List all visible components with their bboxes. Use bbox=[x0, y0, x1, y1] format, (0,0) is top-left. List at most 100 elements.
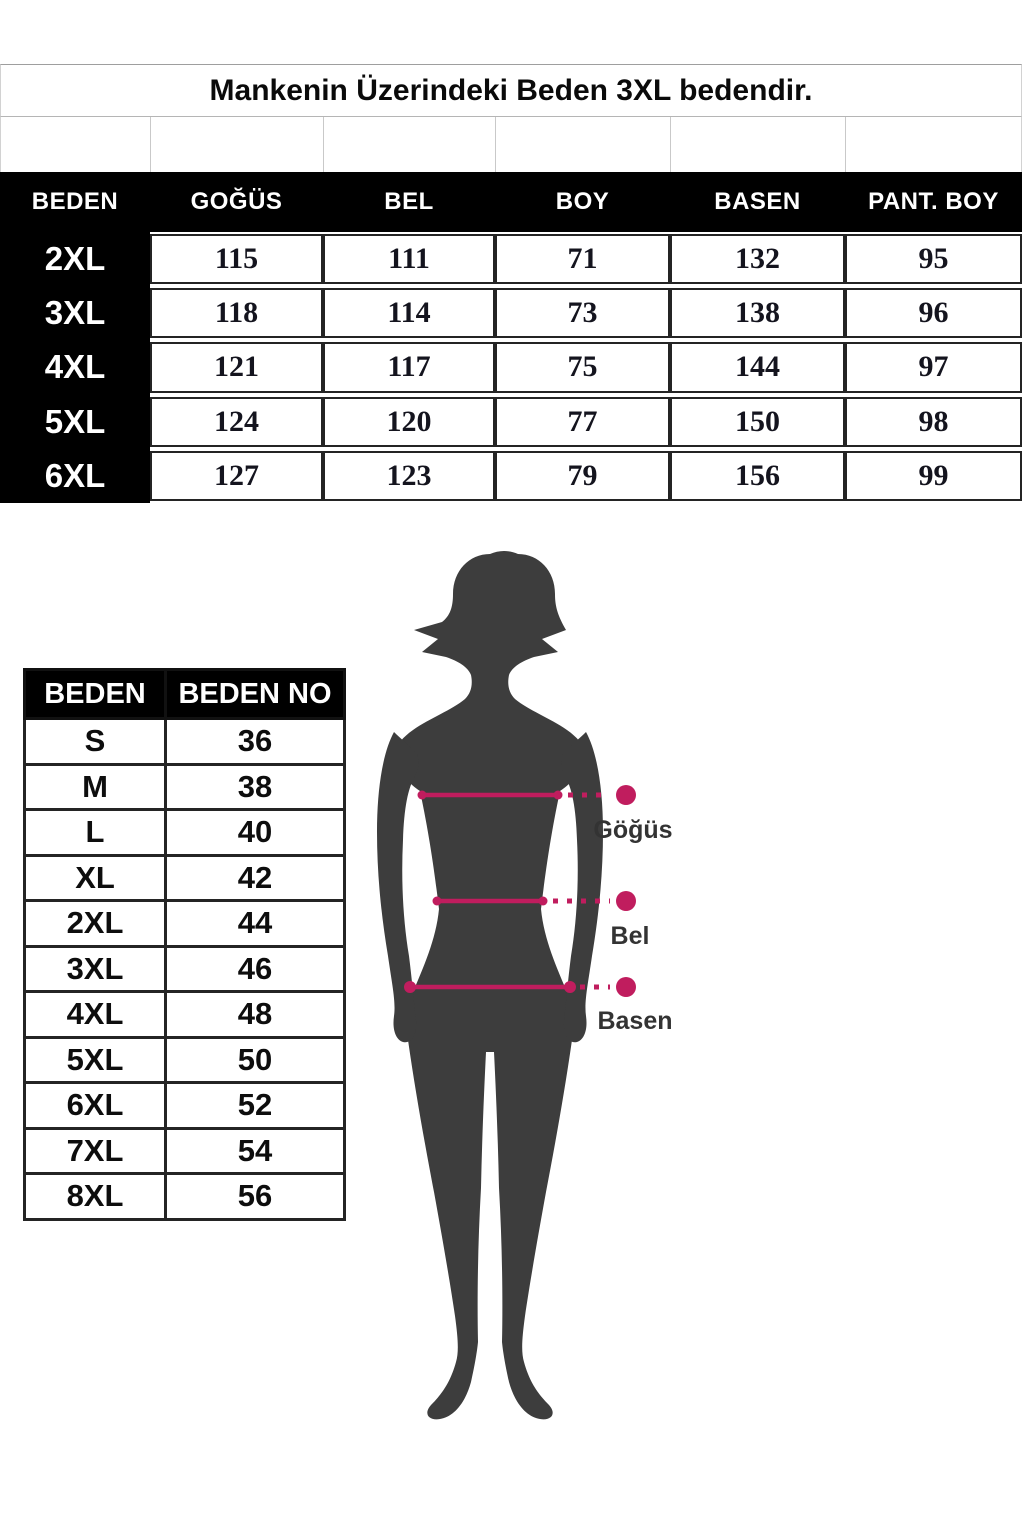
size-cell: 111 bbox=[323, 234, 495, 285]
hips-line-end-dot bbox=[564, 981, 576, 993]
right-arm-silhouette bbox=[561, 732, 603, 1043]
size-cell: 117 bbox=[323, 342, 495, 393]
size-cell: 114 bbox=[323, 288, 495, 339]
table-row: 4XL 121 117 75 144 97 bbox=[0, 340, 1022, 394]
waist-line-end-dot bbox=[538, 896, 548, 906]
size-cell: 6XL bbox=[23, 1081, 167, 1130]
chest-measurement: Göğüs bbox=[417, 785, 673, 844]
size-cell: 3XL bbox=[23, 944, 167, 993]
size-number-cell: 40 bbox=[164, 808, 346, 857]
table-row: 3XL 46 bbox=[23, 944, 346, 993]
size-cell: 138 bbox=[670, 288, 845, 339]
size-cell: 123 bbox=[323, 450, 495, 501]
size-cell: 75 bbox=[495, 342, 670, 393]
size-cell: 5XL bbox=[23, 1035, 167, 1084]
spacer-cell bbox=[671, 117, 846, 172]
size-number-cell: 48 bbox=[164, 990, 346, 1039]
hips-marker-dot bbox=[616, 977, 636, 997]
waist-measurement: Bel bbox=[432, 891, 650, 950]
header-cell-pant-boy: PANT. BOY bbox=[868, 188, 999, 215]
size-label: 2XL bbox=[44, 240, 106, 278]
table-row: 8XL 56 bbox=[23, 1172, 346, 1221]
size-cell: XL bbox=[23, 853, 167, 902]
waist-label: Bel bbox=[611, 922, 650, 950]
size-cell: 127 bbox=[150, 450, 323, 501]
body-measurement-diagram: Göğüs Bel Basen bbox=[377, 551, 673, 1420]
size-number-table: BEDEN BEDEN NO S 36 M 38 L 40 XL bbox=[23, 668, 346, 1221]
size-number-cell: 36 bbox=[164, 717, 346, 766]
size-number-cell: 54 bbox=[164, 1126, 346, 1175]
size-label: 6XL bbox=[44, 456, 106, 494]
size-cell: 79 bbox=[495, 450, 670, 501]
table-row: 5XL 124 120 77 150 98 bbox=[0, 395, 1022, 449]
size-cell: 95 bbox=[845, 234, 1022, 285]
spacer-cell bbox=[846, 117, 1022, 172]
spacer-cell bbox=[496, 117, 671, 172]
size-cell: 115 bbox=[150, 234, 323, 285]
spacer-cell bbox=[1, 117, 151, 172]
size-column-background bbox=[0, 232, 150, 503]
chest-line-end-dot bbox=[553, 790, 563, 800]
spacer-cell bbox=[324, 117, 496, 172]
header-cell-beden-no: BEDEN NO bbox=[164, 668, 346, 720]
size-cell: 132 bbox=[670, 234, 845, 285]
size-cell: 99 bbox=[845, 450, 1022, 501]
size-number-header-row: BEDEN BEDEN NO bbox=[23, 668, 346, 720]
header-cell-beden: BEDEN bbox=[23, 668, 167, 720]
header-cell-gogus: GOĞÜS bbox=[190, 188, 283, 215]
size-cell: 4XL bbox=[23, 990, 167, 1039]
header-cell-boy: BOY bbox=[555, 188, 610, 215]
chest-line-end-dot bbox=[417, 790, 427, 800]
size-cell: 121 bbox=[150, 342, 323, 393]
table-row: 7XL 54 bbox=[23, 1126, 346, 1175]
table-row: S 36 bbox=[23, 717, 346, 766]
size-label: 4XL bbox=[44, 348, 106, 386]
size-cell: S bbox=[23, 717, 167, 766]
size-cell: 156 bbox=[670, 450, 845, 501]
table-row: 2XL 115 111 71 132 95 bbox=[0, 232, 1022, 286]
model-size-note: Mankenin Üzerindeki Beden 3XL bedendir. bbox=[0, 64, 1022, 117]
size-number-cell: 52 bbox=[164, 1081, 346, 1130]
hips-measurement: Basen bbox=[404, 977, 673, 1035]
size-cell: 8XL bbox=[23, 1172, 167, 1221]
size-number-cell: 56 bbox=[164, 1172, 346, 1221]
size-cell: 2XL bbox=[23, 899, 167, 948]
size-cell: 98 bbox=[845, 396, 1022, 447]
hips-line-end-dot bbox=[404, 981, 416, 993]
measurements-table-body: 2XL 115 111 71 132 95 3XL 118 114 73 138… bbox=[0, 232, 1022, 503]
table-row: 2XL 44 bbox=[23, 899, 346, 948]
size-cell: M bbox=[23, 762, 167, 811]
size-cell: 73 bbox=[495, 288, 670, 339]
size-cell: 71 bbox=[495, 234, 670, 285]
size-cell: 150 bbox=[670, 396, 845, 447]
table-row: 6XL 52 bbox=[23, 1081, 346, 1130]
waist-line-end-dot bbox=[432, 896, 442, 906]
size-number-cell: 44 bbox=[164, 899, 346, 948]
size-label: 5XL bbox=[44, 402, 106, 440]
size-cell: 120 bbox=[323, 396, 495, 447]
size-label: 3XL bbox=[44, 294, 106, 332]
size-cell: 77 bbox=[495, 396, 670, 447]
size-cell: 118 bbox=[150, 288, 323, 339]
header-cell-beden: BEDEN bbox=[31, 188, 119, 215]
size-cell: 144 bbox=[670, 342, 845, 393]
size-cell: 97 bbox=[845, 342, 1022, 393]
measurements-table: Mankenin Üzerindeki Beden 3XL bedendir. … bbox=[0, 64, 1022, 503]
spacer-row bbox=[0, 117, 1022, 172]
size-number-cell: 38 bbox=[164, 762, 346, 811]
size-number-cell: 50 bbox=[164, 1035, 346, 1084]
size-cell: L bbox=[23, 808, 167, 857]
waist-marker-dot bbox=[616, 891, 636, 911]
table-row: 3XL 118 114 73 138 96 bbox=[0, 286, 1022, 340]
hips-label: Basen bbox=[597, 1007, 672, 1035]
table-row: L 40 bbox=[23, 808, 346, 857]
table-row: 4XL 48 bbox=[23, 990, 346, 1039]
chest-marker-dot bbox=[616, 785, 636, 805]
spacer-cell bbox=[151, 117, 324, 172]
measurements-table-header: BEDEN GOĞÜS BEL BOY BASEN PANT. BOY bbox=[0, 172, 1022, 232]
table-row: M 38 bbox=[23, 762, 346, 811]
size-cell: 7XL bbox=[23, 1126, 167, 1175]
size-cell: 124 bbox=[150, 396, 323, 447]
size-number-cell: 46 bbox=[164, 944, 346, 993]
table-row: 5XL 50 bbox=[23, 1035, 346, 1084]
